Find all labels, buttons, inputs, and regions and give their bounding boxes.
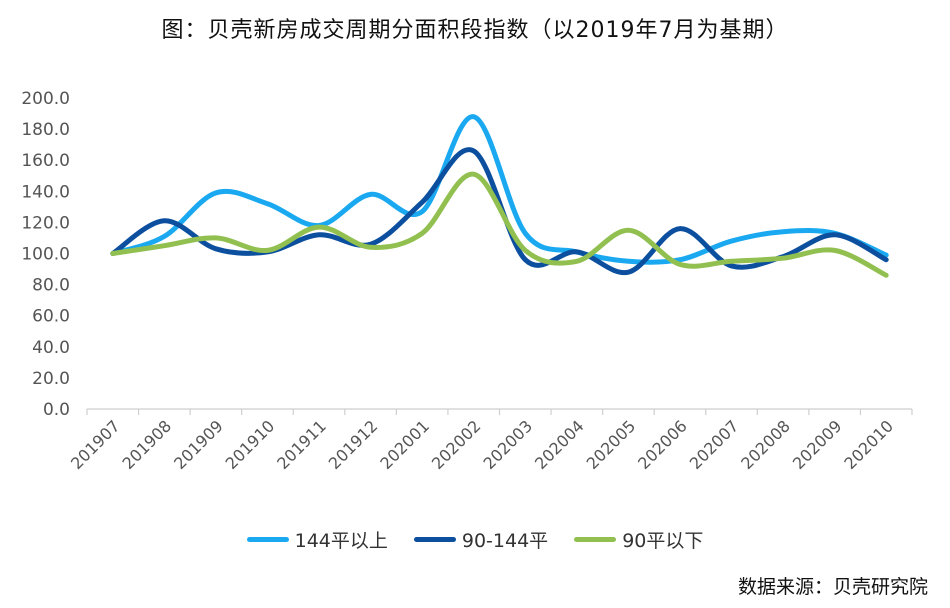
y-tick-label: 200.0 [21, 89, 70, 109]
series-line-1 [110, 114, 889, 265]
y-tick-label: 40.0 [32, 338, 70, 358]
series-line-3 [110, 171, 889, 278]
series-line-2 [110, 147, 889, 276]
y-tick-label: 0.0 [43, 400, 70, 420]
legend-item: 90平以下 [574, 526, 703, 553]
y-tick-label: 120.0 [21, 213, 70, 233]
legend-label: 90平以下 [622, 530, 704, 552]
y-tick-label: 180.0 [21, 120, 70, 140]
source-note: 数据来源：贝壳研究院 [737, 576, 928, 598]
x-tick-label: 201910 [222, 416, 279, 473]
legend-swatch [246, 537, 289, 542]
y-tick-label: 80.0 [32, 276, 70, 296]
y-axis: 0.0 20.0 40.0 60.0 80.0 100.0 120.0 140.0 160.0 1… [21, 89, 70, 420]
x-tick-label: 201908 [119, 416, 176, 473]
x-tick-label: 202009 [789, 416, 846, 473]
legend-item: 144平以上 [246, 526, 388, 553]
legend-item: 90-144平 [413, 526, 549, 553]
legend-swatch [574, 537, 617, 542]
x-tick-label: 201912 [325, 416, 382, 473]
y-tick-label: 20.0 [32, 369, 70, 389]
legend-label: 144平以上 [294, 530, 388, 552]
y-tick-label: 160.0 [21, 151, 70, 171]
legend: 144平以上 90-144平 90平以下 [0, 526, 950, 553]
y-tick-label: 60.0 [32, 307, 70, 327]
x-tick-label: 202010 [840, 416, 897, 473]
x-tick-label: 202007 [686, 416, 743, 473]
series-layer [110, 114, 889, 278]
x-tick-label: 202006 [634, 416, 691, 473]
x-tick-label: 202004 [531, 416, 588, 473]
x-tick-label: 201911 [273, 416, 330, 473]
x-tick-label: 202005 [583, 416, 640, 473]
x-tick-label: 201909 [170, 416, 227, 473]
x-tick-label: 201907 [67, 416, 124, 473]
legend-label: 90-144平 [461, 530, 549, 552]
y-tick-label: 140.0 [21, 182, 70, 202]
x-tick-label: 202001 [376, 416, 433, 473]
x-axis: 2019072019082019092019102019112019122020… [67, 408, 913, 473]
legend-swatch [413, 537, 456, 542]
chart-title: 图：贝壳新房成交周期分面积段指数（以2019年7月为基期） [161, 18, 789, 43]
x-tick-label: 202008 [737, 416, 794, 473]
x-tick-label: 202003 [479, 416, 536, 473]
y-tick-label: 100.0 [21, 245, 70, 265]
x-tick-label: 202002 [428, 416, 485, 473]
